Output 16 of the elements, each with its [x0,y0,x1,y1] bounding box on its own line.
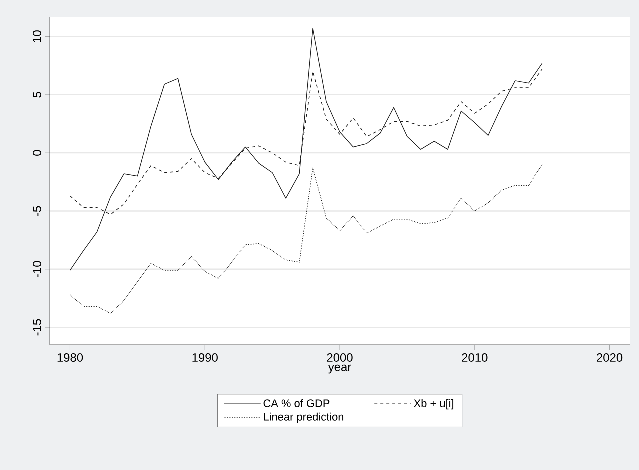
legend-label: Xb + u[i] [414,399,454,410]
y-tick-label: -5 [33,206,42,216]
y-tick-label: 10 [33,30,42,43]
x-tick-label: 2020 [597,354,623,362]
y-tick-label: -15 [33,319,42,336]
x-axis-title: year [328,364,352,374]
y-tick-label: 0 [33,150,42,156]
legend-label: Linear prediction [264,412,344,424]
x-tick-label: 2000 [327,354,353,362]
y-tick-label: 5 [33,92,42,98]
line-series [70,28,543,271]
x-tick-label: 1980 [58,354,84,362]
y-tick-label: -10 [33,261,42,278]
x-tick-label: 2010 [462,354,488,362]
legend-label: CA % of GDP [264,399,330,408]
x-tick-label: 1990 [192,354,218,362]
